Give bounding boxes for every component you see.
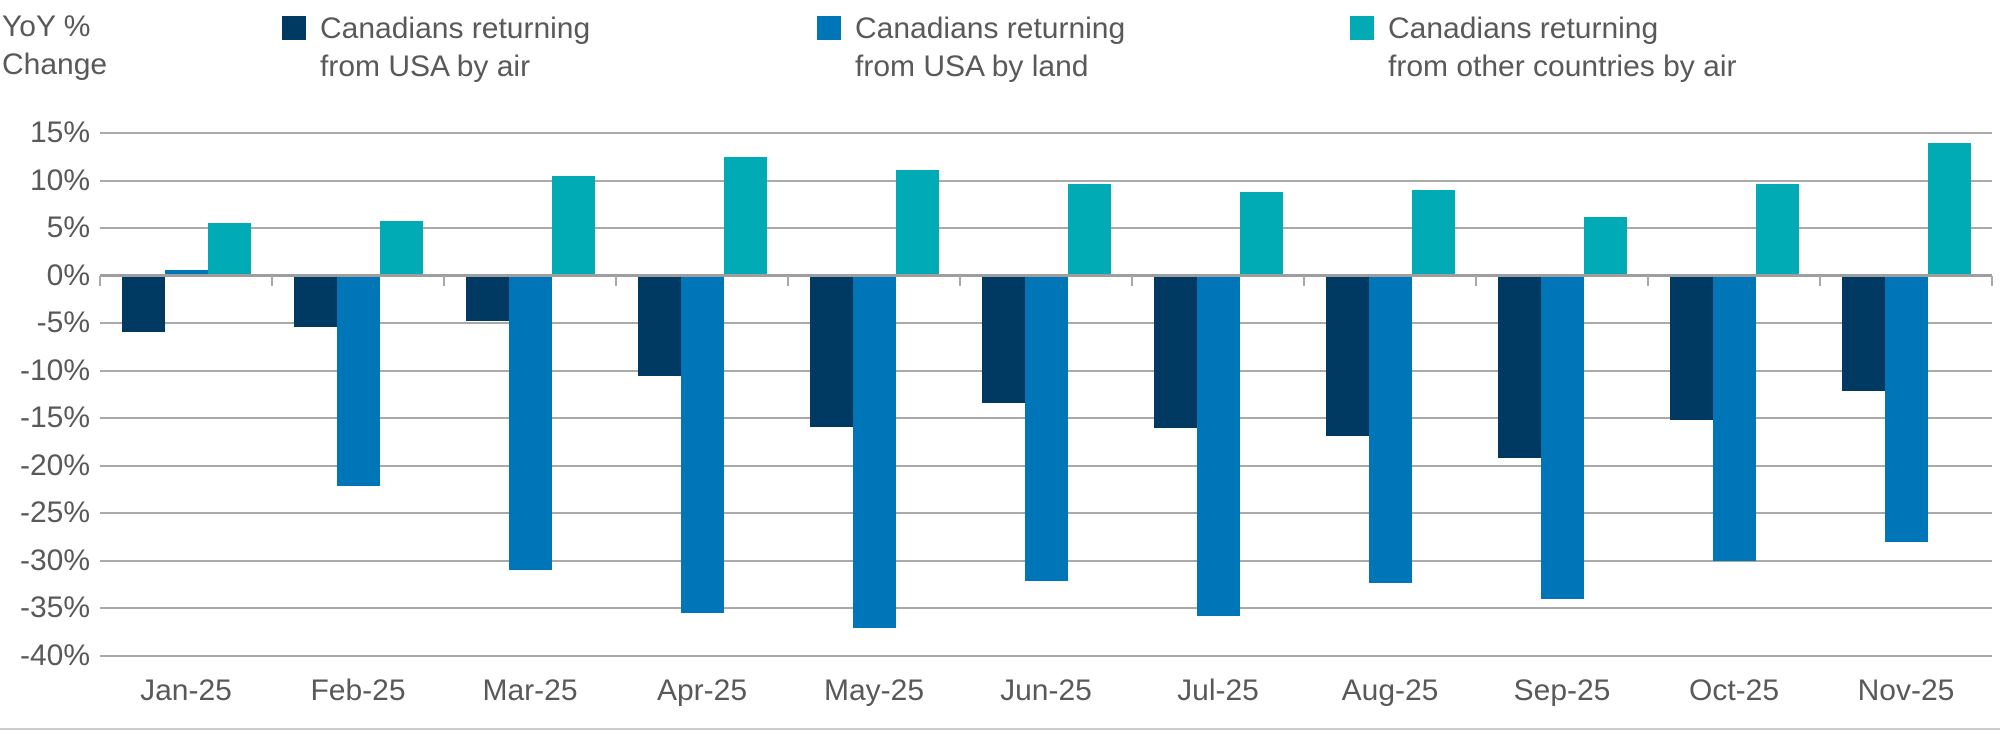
legend-label-line: from other countries by air	[1388, 50, 1737, 83]
axis-tick	[1647, 275, 1649, 286]
bar-series3-Oct-25	[1755, 184, 1799, 276]
bar-series1-Jun-25	[981, 275, 1025, 403]
bar-series3-Jun-25	[1067, 184, 1111, 276]
y-axis-title: YoY % Change	[2, 8, 107, 84]
legend-label-line: Canadians returning	[855, 12, 1126, 45]
bar-series1-Sep-25	[1497, 275, 1541, 458]
bar-series2-May-25	[852, 275, 896, 628]
bar-series1-Jan-25	[121, 275, 165, 332]
x-tick-label: Aug-25	[1341, 674, 1439, 707]
bar-series2-Aug-25	[1368, 275, 1412, 584]
y-tick-label: 10%	[29, 163, 90, 197]
axis-tick	[959, 275, 961, 286]
bar-series3-Jul-25	[1239, 191, 1283, 276]
gridline	[100, 654, 1992, 657]
legend-label-line: Canadians returning	[1388, 12, 1659, 45]
x-tick-label: Nov-25	[1857, 674, 1955, 707]
y-tick-label: -10%	[19, 353, 90, 387]
legend-item-1: Canadians returning from USA by air	[282, 10, 590, 86]
bar-series2-Nov-25	[1884, 275, 1928, 542]
legend-label-line: Canadians returning	[320, 12, 591, 45]
bar-series1-Nov-25	[1841, 275, 1885, 392]
legend-label-line: from USA by land	[855, 50, 1089, 83]
axis-tick	[99, 275, 101, 286]
bar-series3-Feb-25	[379, 221, 423, 276]
x-tick-label: Feb-25	[310, 674, 406, 707]
bar-series2-Oct-25	[1712, 275, 1756, 562]
legend-item-2: Canadians returning from USA by land	[817, 10, 1125, 86]
y-axis-title-line-1: YoY %	[2, 10, 91, 43]
x-tick-label: Mar-25	[482, 674, 578, 707]
bar-series3-Nov-25	[1927, 143, 1971, 276]
y-tick-label: -30%	[19, 543, 90, 577]
bar-series2-Sep-25	[1540, 275, 1584, 599]
axis-tick	[1131, 275, 1133, 286]
bar-series1-Jul-25	[1153, 275, 1197, 429]
y-tick-label: 5%	[46, 211, 90, 244]
bar-series3-Aug-25	[1411, 190, 1455, 276]
legend-swatch-icon	[282, 16, 306, 40]
legend-label: Canadians returning from USA by land	[855, 10, 1125, 86]
bar-series1-Oct-25	[1669, 275, 1713, 420]
bar-series1-Feb-25	[293, 275, 337, 327]
legend-swatch-icon	[1350, 16, 1374, 40]
x-tick-label: Jun-25	[1000, 674, 1092, 707]
axis-tick	[1819, 275, 1821, 286]
bar-series1-Apr-25	[637, 275, 681, 377]
y-tick-label: -40%	[19, 638, 90, 672]
x-tick-label: Sep-25	[1513, 674, 1611, 707]
bottom-rule	[0, 728, 2000, 730]
gridline	[100, 227, 1992, 229]
legend-label: Canadians returning from USA by air	[320, 10, 590, 86]
bar-series3-Apr-25	[723, 156, 767, 276]
bar-series2-Jun-25	[1024, 275, 1068, 582]
y-tick-label: -20%	[19, 448, 90, 482]
bar-series3-Jan-25	[207, 223, 251, 276]
bar-series2-Mar-25	[508, 275, 552, 570]
gridline	[100, 179, 1992, 182]
bar-series2-Jul-25	[1196, 275, 1240, 616]
zero-axis-line	[100, 274, 1992, 277]
y-tick-label: -15%	[19, 401, 90, 434]
y-tick-label: -25%	[19, 496, 90, 529]
x-tick-label: Jul-25	[1177, 674, 1259, 707]
y-tick-label: 0%	[46, 258, 90, 292]
axis-tick	[1991, 275, 1993, 286]
bar-series2-Feb-25	[336, 275, 380, 487]
legend-label: Canadians returning from other countries …	[1388, 10, 1736, 86]
bar-series2-Jan-25	[164, 269, 208, 276]
bar-series3-Mar-25	[551, 175, 595, 276]
y-axis-title-line-2: Change	[2, 48, 108, 81]
bar-series1-May-25	[809, 275, 853, 427]
axis-tick	[271, 275, 273, 286]
gridline	[100, 607, 1992, 609]
y-tick-label: 15%	[29, 116, 90, 149]
axis-tick	[1303, 275, 1305, 286]
legend: Canadians returning from USA by air Canadi…	[0, 0, 2000, 90]
x-tick-label: Apr-25	[656, 674, 748, 707]
legend-swatch-icon	[817, 16, 841, 40]
legend-label-line: from USA by air	[320, 50, 531, 83]
bar-series3-Sep-25	[1583, 216, 1627, 276]
x-tick-label: Jan-25	[140, 674, 232, 707]
bar-series1-Mar-25	[465, 275, 509, 322]
axis-tick	[787, 275, 789, 286]
bar-series2-Apr-25	[680, 275, 724, 613]
legend-item-3: Canadians returning from other countries …	[1350, 10, 1736, 86]
bar-series1-Aug-25	[1325, 275, 1369, 437]
y-tick-label: -5%	[36, 306, 90, 339]
x-tick-label: Oct-25	[1688, 674, 1780, 707]
axis-tick	[1475, 275, 1477, 286]
bar-series3-May-25	[895, 170, 939, 276]
axis-tick	[443, 275, 445, 286]
x-tick-label: May-25	[823, 674, 925, 707]
axis-tick	[615, 275, 617, 286]
gridline	[100, 132, 1992, 134]
y-tick-label: -35%	[19, 591, 90, 624]
